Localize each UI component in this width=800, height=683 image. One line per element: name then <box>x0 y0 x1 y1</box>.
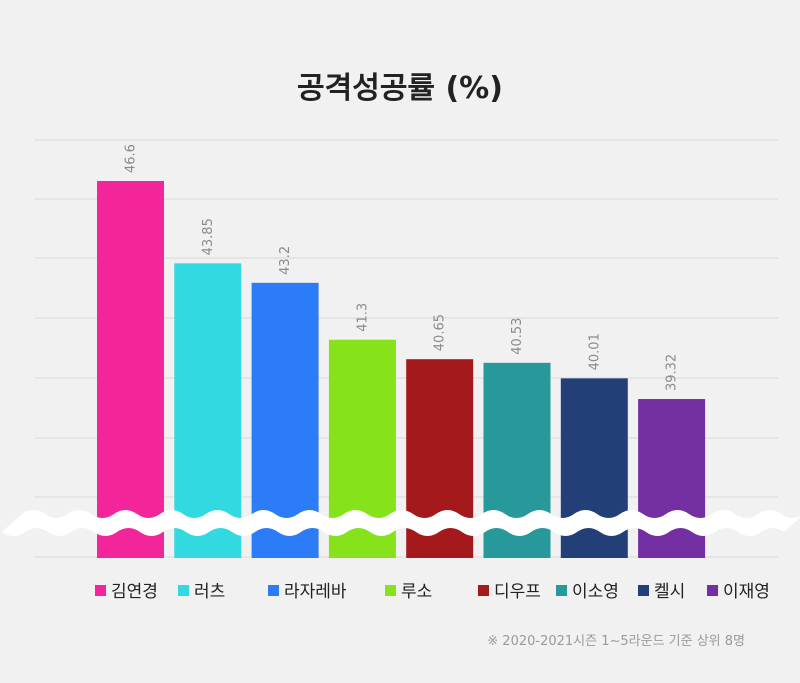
value-label-8: 39.32 <box>665 354 680 391</box>
legend-label-5: 디우프 <box>494 582 541 602</box>
axis-break-band <box>2 510 800 536</box>
value-label-4: 41.3 <box>355 303 370 332</box>
value-label-6: 40.53 <box>510 318 525 355</box>
bar-8 <box>638 399 706 558</box>
legend-label-6: 이소영 <box>572 582 619 602</box>
value-labels: 46.6 43.85 43.2 41.3 40.65 40.53 40.01 39.32 <box>124 144 680 391</box>
chart-title: 공격성공률 (%) <box>297 71 503 106</box>
axis-break <box>2 510 800 536</box>
value-label-3: 43.2 <box>278 246 293 275</box>
legend-swatch-7 <box>638 585 649 596</box>
legend-swatch-5 <box>478 585 489 596</box>
value-label-1: 46.6 <box>124 144 139 173</box>
bar-2 <box>174 263 242 558</box>
legend-swatch-4 <box>385 585 396 596</box>
footnote: ※ 2020-2021시즌 1~5라운드 기준 상위 8명 <box>487 634 745 649</box>
legend: 김연경 러츠 라자레바 루소 디우프 이소영 켈시 이재영 <box>95 582 770 602</box>
legend-label-7: 켈시 <box>654 582 685 602</box>
legend-label-8: 이재영 <box>723 582 770 602</box>
legend-swatch-3 <box>268 585 279 596</box>
legend-swatch-6 <box>556 585 567 596</box>
legend-swatch-8 <box>707 585 718 596</box>
legend-swatch-1 <box>95 585 106 596</box>
bars <box>97 181 706 558</box>
value-label-5: 40.65 <box>433 314 448 351</box>
value-label-7: 40.01 <box>587 333 602 370</box>
legend-label-4: 루소 <box>401 582 432 602</box>
bar-1 <box>97 181 164 558</box>
legend-swatch-2 <box>178 585 189 596</box>
legend-label-3: 라자레바 <box>284 582 347 602</box>
legend-label-1: 김연경 <box>111 582 158 602</box>
value-label-2: 43.85 <box>201 218 216 255</box>
legend-label-2: 러츠 <box>194 582 225 602</box>
